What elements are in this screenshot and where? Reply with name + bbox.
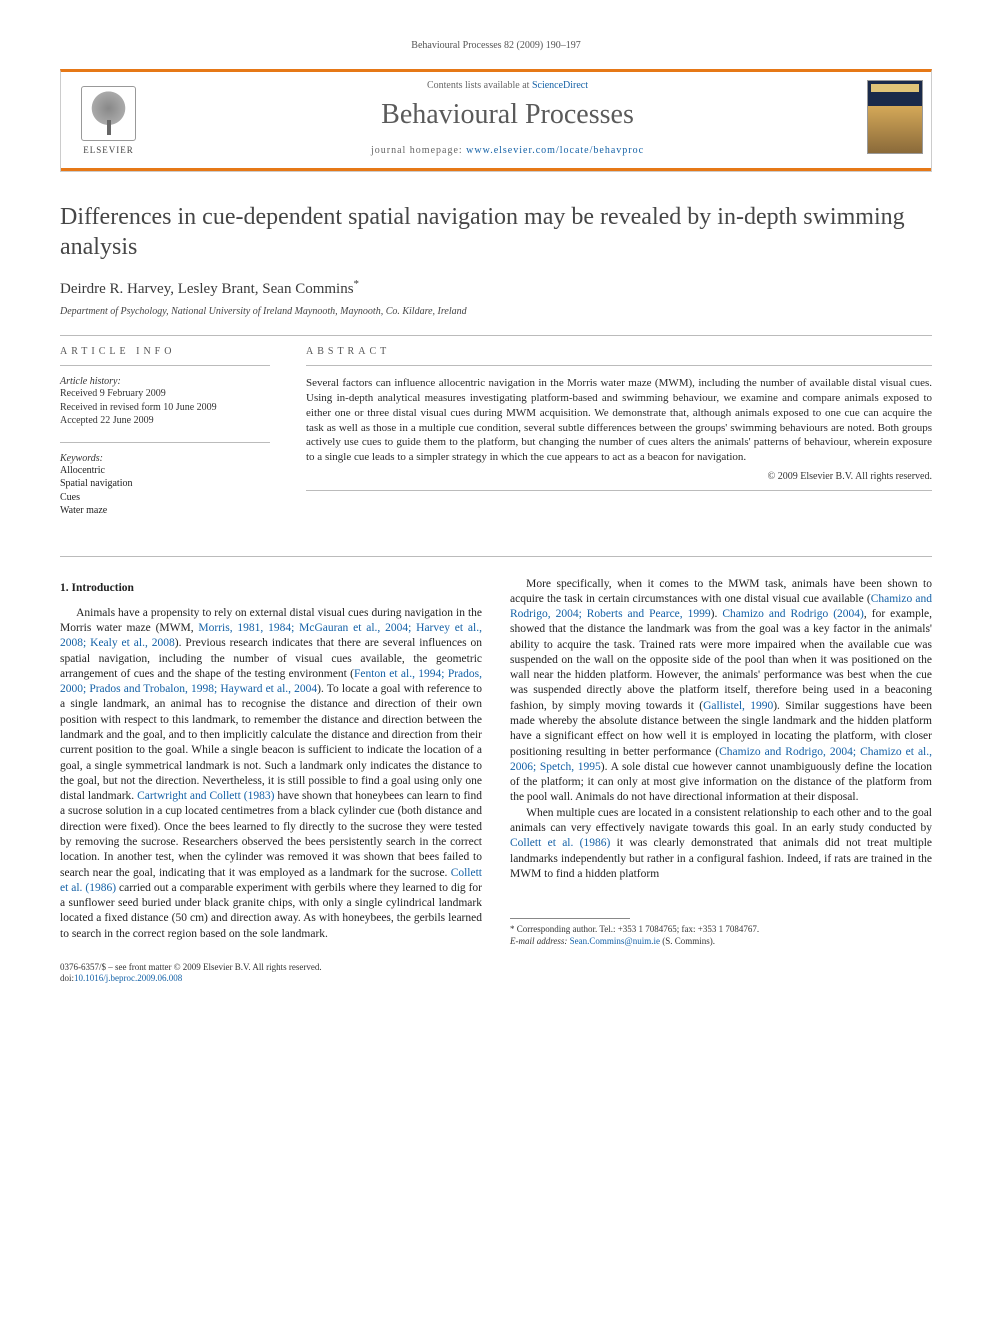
abstract-text: Several factors can influence allocentri…	[306, 376, 932, 465]
keyword: Water maze	[60, 504, 270, 518]
footnote-rule	[510, 918, 630, 919]
elsevier-tree-icon	[81, 86, 136, 141]
history-line: Received 9 February 2009	[60, 387, 270, 401]
abstract-column: ABSTRACT Several factors can influence a…	[306, 346, 932, 532]
elsevier-wordmark: ELSEVIER	[83, 145, 134, 155]
homepage-link[interactable]: www.elsevier.com/locate/behavproc	[466, 145, 644, 156]
keywords-block: Keywords: Allocentric Spatial navigation…	[60, 453, 270, 518]
corresponding-author-footnote: * Corresponding author. Tel.: +353 1 708…	[510, 924, 932, 936]
authors-line: Deirdre R. Harvey, Lesley Brant, Sean Co…	[60, 278, 932, 298]
citation-link[interactable]: Collett et al. (1986)	[510, 837, 610, 849]
section-heading: 1. Introduction	[60, 581, 482, 596]
email-label: E-mail address:	[510, 936, 570, 946]
article-info-column: ARTICLE INFO Article history: Received 9…	[60, 346, 270, 532]
keywords-label: Keywords:	[60, 453, 270, 464]
journal-homepage-line: journal homepage: www.elsevier.com/locat…	[166, 145, 849, 156]
keyword: Spatial navigation	[60, 477, 270, 491]
history-line: Accepted 22 June 2009	[60, 414, 270, 428]
elsevier-logo: ELSEVIER	[61, 72, 156, 168]
authors-names: Deirdre R. Harvey, Lesley Brant, Sean Co…	[60, 281, 354, 297]
body-paragraph: When multiple cues are located in a cons…	[510, 806, 932, 882]
running-header: Behavioural Processes 82 (2009) 190–197	[60, 40, 932, 51]
journal-name: Behavioural Processes	[166, 99, 849, 131]
doi-line: doi:10.1016/j.beproc.2009.06.008	[60, 973, 932, 985]
article-title: Differences in cue-dependent spatial nav…	[60, 202, 932, 262]
body-columns: 1. Introduction Animals have a propensit…	[60, 577, 932, 948]
body-text: carried out a comparable experiment with…	[60, 882, 482, 940]
journal-cover-cell	[859, 72, 931, 168]
citation-link[interactable]: Gallistel, 1990	[703, 700, 773, 712]
body-text: have shown that honeybees can learn to f…	[60, 790, 482, 878]
article-info-heading: ARTICLE INFO	[60, 346, 270, 357]
journal-header-box: ELSEVIER Contents lists available at Sci…	[60, 69, 932, 172]
affiliation: Department of Psychology, National Unive…	[60, 306, 932, 317]
divider-body-top	[60, 556, 932, 557]
body-text: ).	[711, 608, 723, 620]
homepage-prefix: journal homepage:	[371, 145, 466, 156]
body-text: More specifically, when it comes to the …	[510, 578, 932, 605]
citation-link[interactable]: Chamizo and Rodrigo (2004)	[722, 608, 863, 620]
doi-link[interactable]: 10.1016/j.beproc.2009.06.008	[74, 973, 182, 983]
divider-abstract	[306, 365, 932, 366]
divider-info	[60, 365, 270, 366]
citation-link[interactable]: Cartwright and Collett (1983)	[137, 790, 274, 802]
corresponding-marker: *	[354, 278, 360, 290]
abstract-copyright: © 2009 Elsevier B.V. All rights reserved…	[306, 471, 932, 482]
journal-cover-thumbnail	[867, 80, 923, 154]
divider-abstract-bottom	[306, 490, 932, 491]
email-link[interactable]: Sean.Commins@nuim.ie	[570, 936, 660, 946]
body-paragraph: Animals have a propensity to rely on ext…	[60, 606, 482, 942]
sciencedirect-link[interactable]: ScienceDirect	[532, 80, 588, 91]
front-matter-line: 0376-6357/$ – see front matter © 2009 El…	[60, 962, 932, 974]
history-label: Article history:	[60, 376, 270, 387]
divider-keywords	[60, 442, 270, 443]
orange-divider	[61, 168, 931, 171]
email-suffix: (S. Commins).	[660, 936, 715, 946]
footer-block: 0376-6357/$ – see front matter © 2009 El…	[60, 962, 932, 985]
history-line: Received in revised form 10 June 2009	[60, 401, 270, 415]
doi-label: doi:	[60, 973, 74, 983]
body-text: ). To locate a goal with reference to a …	[60, 683, 482, 802]
footnotes: * Corresponding author. Tel.: +353 1 708…	[510, 918, 932, 947]
article-history-block: Article history: Received 9 February 200…	[60, 376, 270, 428]
email-footnote: E-mail address: Sean.Commins@nuim.ie (S.…	[510, 936, 932, 948]
divider-top	[60, 335, 932, 336]
body-text: , for example, showed that the distance …	[510, 608, 932, 712]
contents-prefix: Contents lists available at	[427, 80, 532, 91]
keyword: Allocentric	[60, 464, 270, 478]
body-text: When multiple cues are located in a cons…	[510, 807, 932, 834]
contents-available-line: Contents lists available at ScienceDirec…	[166, 80, 849, 91]
abstract-heading: ABSTRACT	[306, 346, 932, 357]
body-paragraph: More specifically, when it comes to the …	[510, 577, 932, 806]
keyword: Cues	[60, 491, 270, 505]
